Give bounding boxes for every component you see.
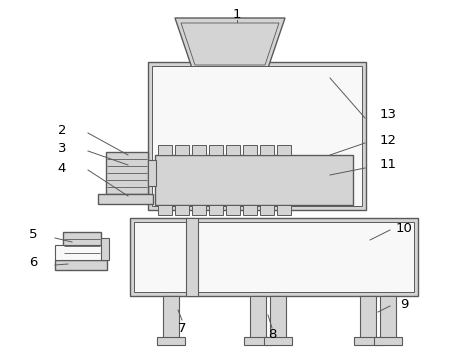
Bar [192, 145, 206, 155]
Bar [243, 145, 257, 155]
Bar [98, 194, 153, 204]
Bar [209, 205, 223, 215]
Bar [250, 296, 266, 342]
Text: 3: 3 [58, 142, 66, 154]
Bar [55, 260, 107, 270]
Bar [134, 222, 414, 292]
Polygon shape [181, 23, 279, 65]
Text: 6: 6 [29, 257, 37, 269]
Bar [148, 62, 366, 210]
Bar [380, 296, 396, 342]
Bar [243, 205, 257, 215]
Text: 12: 12 [380, 133, 396, 147]
Bar [175, 205, 189, 215]
Polygon shape [175, 18, 285, 68]
Bar [158, 205, 172, 215]
Bar [209, 145, 223, 155]
Bar [260, 205, 274, 215]
Bar [354, 337, 382, 345]
Text: 4: 4 [58, 162, 66, 175]
Bar [270, 296, 286, 342]
Bar [277, 145, 291, 155]
Bar [264, 337, 292, 345]
Bar [158, 145, 172, 155]
Bar [192, 205, 206, 215]
Text: 2: 2 [58, 124, 66, 137]
Bar [101, 238, 109, 260]
Text: 13: 13 [380, 109, 396, 121]
Text: 7: 7 [178, 322, 186, 334]
Bar [130, 218, 418, 296]
Bar [226, 205, 240, 215]
Bar [360, 296, 376, 342]
Text: 5: 5 [29, 229, 37, 241]
Bar [163, 296, 179, 342]
Bar [277, 205, 291, 215]
Bar [55, 245, 105, 260]
Bar [260, 145, 274, 155]
Bar [374, 337, 402, 345]
Bar [152, 66, 362, 206]
Bar [186, 218, 198, 296]
Text: 11: 11 [380, 158, 396, 171]
Bar [226, 145, 240, 155]
Text: 8: 8 [268, 328, 276, 342]
Bar [63, 232, 101, 260]
Bar [175, 145, 189, 155]
Text: 1: 1 [233, 7, 241, 21]
Bar [155, 155, 353, 205]
Bar [157, 337, 185, 345]
Bar [244, 337, 272, 345]
Text: 10: 10 [395, 222, 412, 235]
Bar [106, 152, 148, 194]
Text: 9: 9 [400, 297, 408, 311]
Bar [148, 160, 156, 186]
